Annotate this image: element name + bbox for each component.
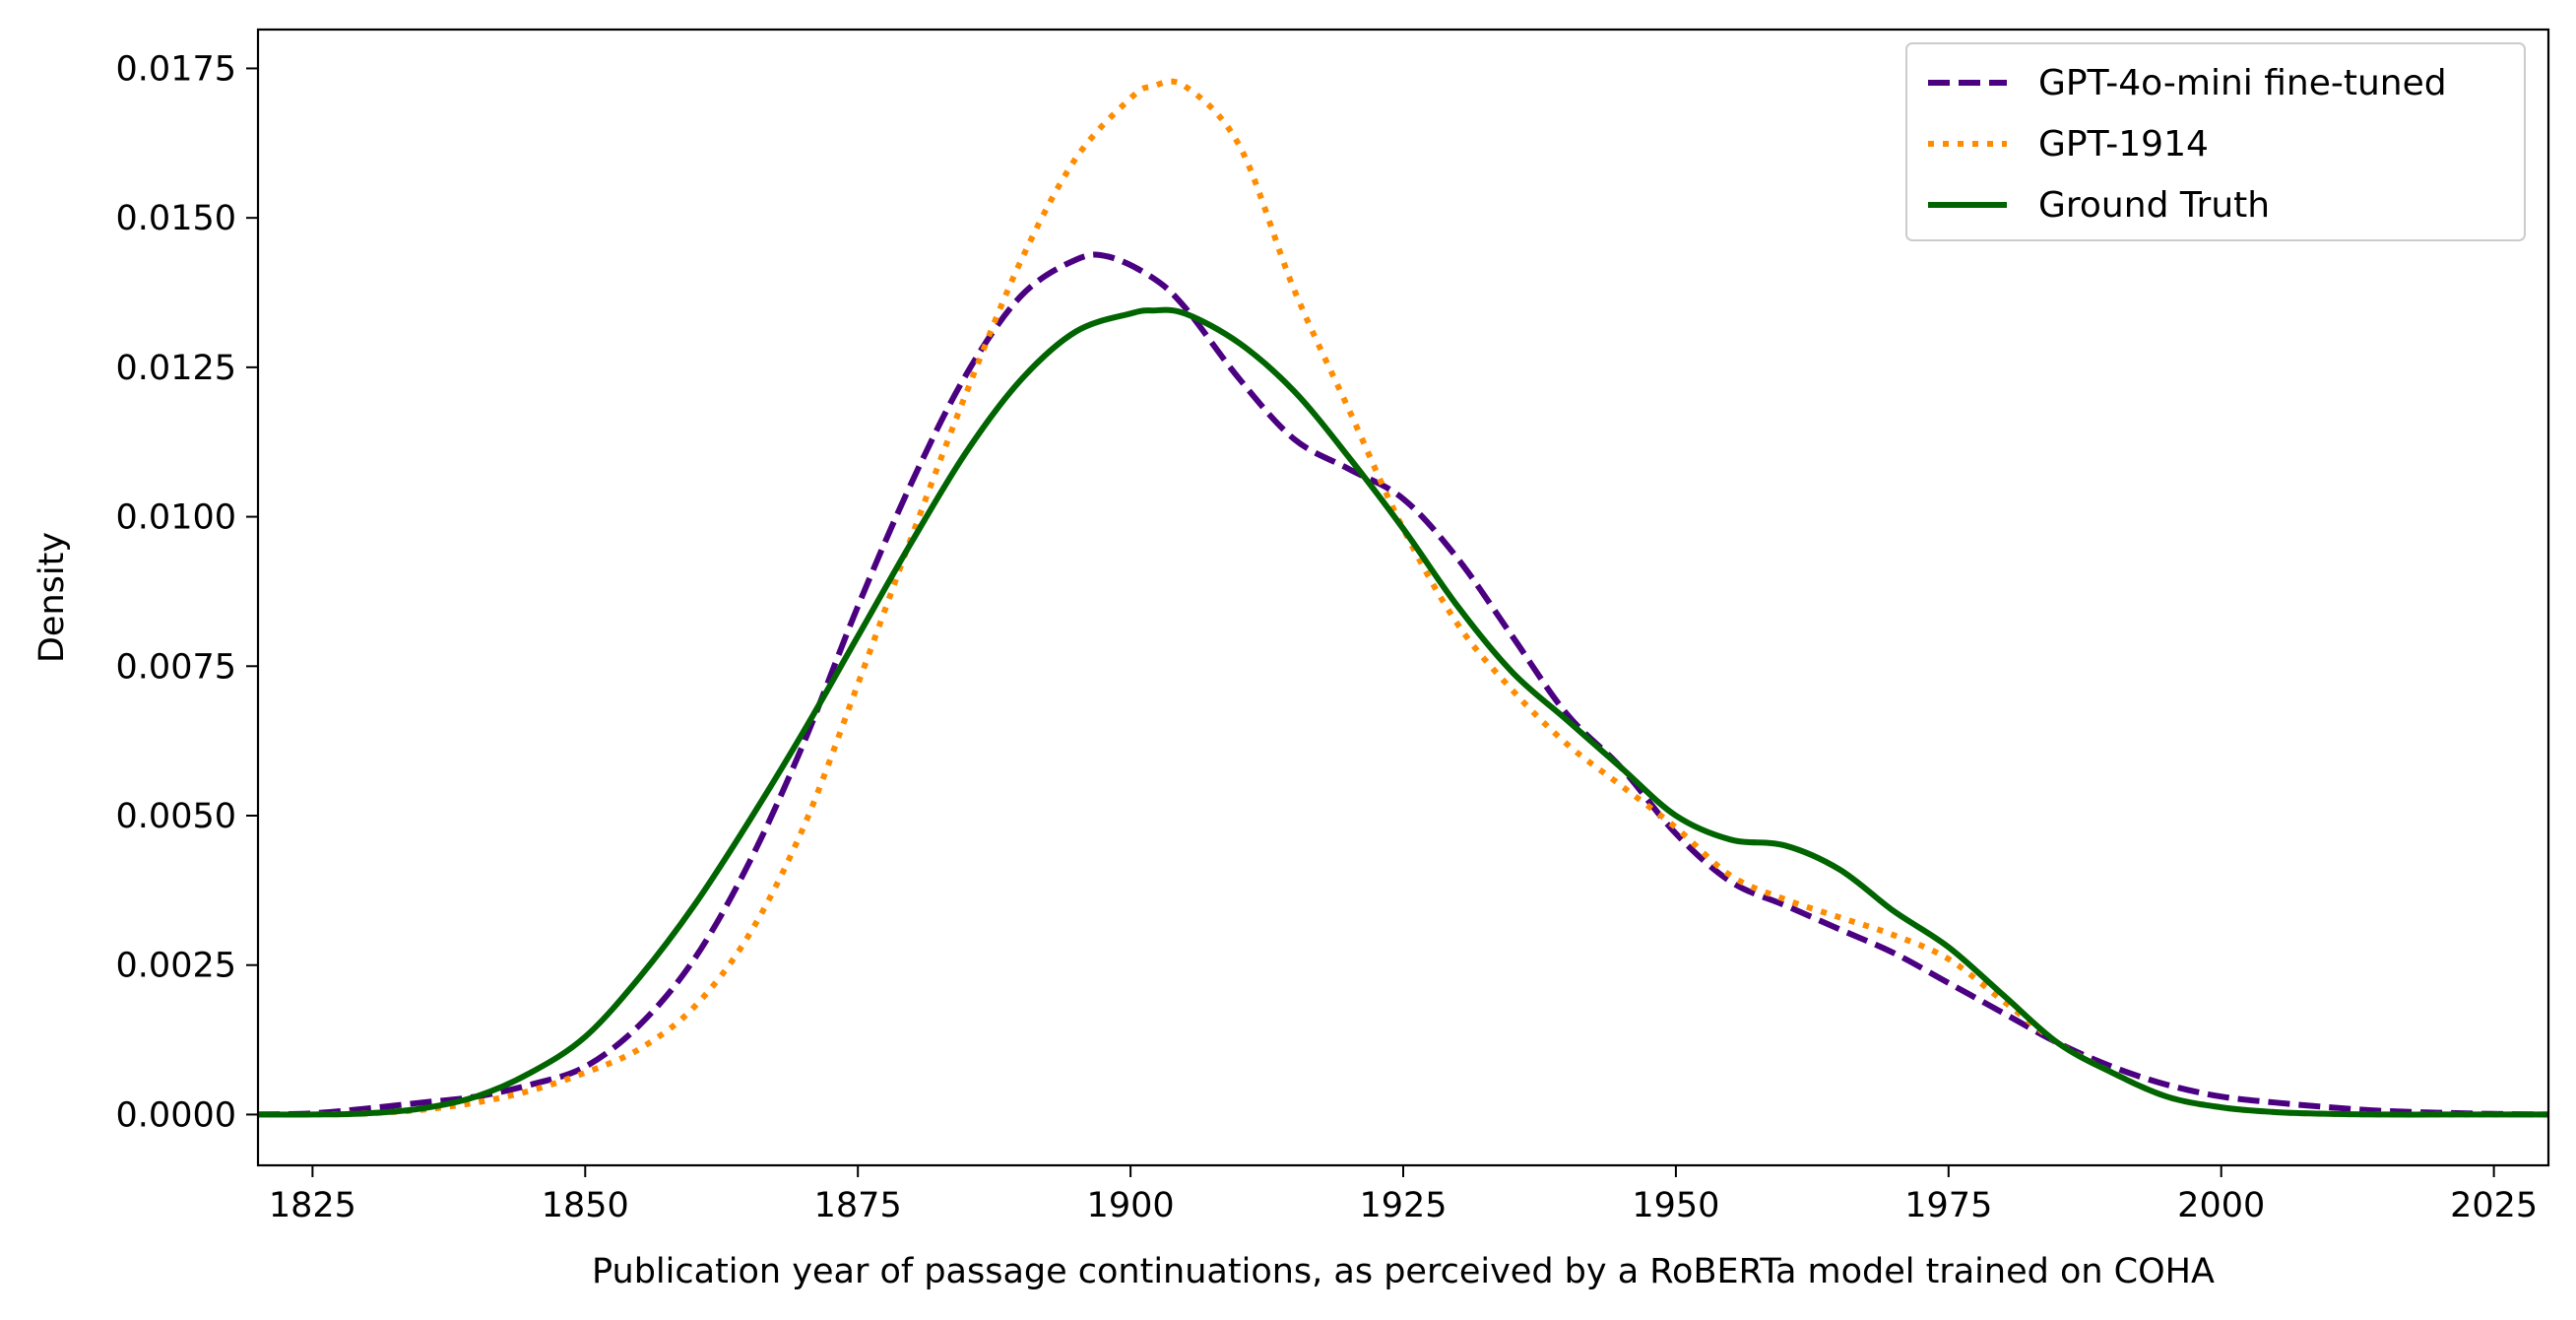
y-tick-label: 0.0025 (116, 947, 236, 986)
legend-label-3: Ground Truth (2038, 185, 2270, 226)
series-line-3 (258, 306, 2548, 1118)
y-tick-label: 0.0125 (116, 349, 236, 388)
x-tick-label: 1900 (1087, 1186, 1175, 1225)
x-axis-label: Publication year of passage continuation… (592, 1252, 2215, 1291)
y-tick-label: 0.0050 (116, 797, 236, 836)
x-tick-label: 1925 (1359, 1186, 1447, 1225)
y-axis: 0.0000 0.0025 0.0050 0.0075 0.0100 0.0125 0.01… (116, 49, 258, 1135)
x-tick-label: 1825 (269, 1186, 356, 1225)
series-line-1 (258, 251, 2548, 1118)
legend-label-1: GPT-4o-mini fine-tuned (2038, 63, 2447, 103)
y-axis-label: Density (32, 532, 72, 663)
x-tick-label: 1850 (542, 1186, 629, 1225)
x-tick-label: 1950 (1632, 1186, 1719, 1225)
legend-box (1905, 42, 2526, 241)
x-tick-label: 2000 (2177, 1186, 2265, 1225)
y-tick-label: 0.0000 (116, 1095, 236, 1135)
y-tick-label: 0.0075 (116, 647, 236, 687)
legend-label-2: GPT-1914 (2038, 124, 2209, 165)
y-tick-label: 0.0100 (116, 498, 236, 538)
series-line-2 (258, 78, 2548, 1118)
y-tick-label: 0.0150 (116, 199, 236, 238)
x-tick-label: 1875 (814, 1186, 902, 1225)
x-tick-label: 2025 (2450, 1186, 2538, 1225)
x-tick-label: 1975 (1904, 1186, 1992, 1225)
y-tick-label: 0.0175 (116, 49, 236, 89)
legend: GPT-4o-mini fine-tuned GPT-1914 Ground Tru… (1905, 42, 2526, 241)
x-axis: 1825 1850 1875 1900 1925 1950 1975 2000 2025 (269, 1165, 2538, 1225)
